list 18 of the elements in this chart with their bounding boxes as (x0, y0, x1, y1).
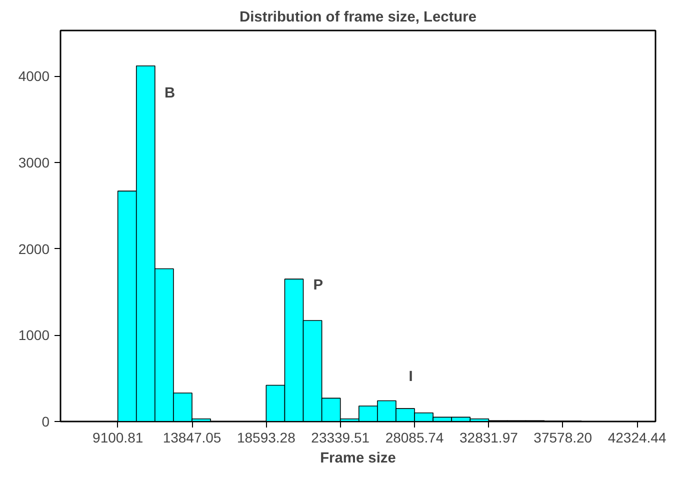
x-tick-label: 9100.81 (92, 430, 144, 446)
y-tick-label: 0 (42, 414, 50, 430)
x-axis-title: Frame size (320, 450, 396, 466)
y-tick-label: 4000 (18, 68, 50, 84)
annotation: I (408, 369, 413, 386)
y-tick-label: 1000 (18, 327, 50, 344)
y-tick-label: 3000 (18, 154, 50, 171)
x-tick-label: 32831.97 (460, 430, 518, 446)
annotation: B (164, 85, 176, 102)
x-tick-label: 13847.05 (162, 430, 222, 446)
x-tick-label: 37578.20 (534, 430, 592, 446)
annotation: P (313, 277, 324, 294)
y-tick-label: 2000 (18, 240, 50, 257)
x-tick-label: 42324.44 (608, 430, 666, 446)
chart-title: Distribution of frame size, Lecture (240, 10, 476, 26)
x-tick-label: 28085.74 (385, 430, 444, 446)
x-tick-label: 18593.28 (236, 430, 296, 446)
x-tick-label: 23339.51 (311, 430, 370, 446)
